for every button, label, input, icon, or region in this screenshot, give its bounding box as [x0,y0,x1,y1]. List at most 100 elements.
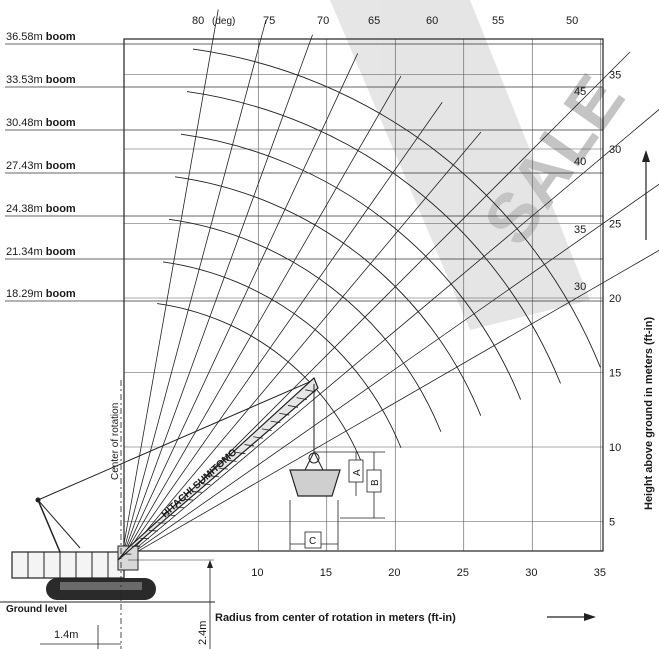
gantry-strut-2 [37,499,81,549]
radius-tick-label: 10 [251,567,263,579]
dim-b-label: B [370,479,381,486]
chart-grid [124,39,603,551]
dim-c-box [304,531,322,549]
boom-length-value: 21.34m [6,246,46,258]
boom-lacing-member [261,428,272,431]
boom-length-unit: boom [46,74,76,86]
boom-length-arc [174,176,482,416]
pin-offset-dimension: 1.4m [40,625,121,649]
radius-axis-title-text: Radius from center of rotation in meters… [215,612,456,624]
center-of-rotation-label: Center of rotation [110,403,121,480]
boom-angle-ray [120,131,482,562]
boom-length-unit: boom [46,31,76,43]
boom-angle-ray [120,109,659,562]
hook-block [289,469,341,497]
boom-length-unit: boom [46,203,76,215]
boom-length-unit: boom [46,288,76,300]
crane-illustration: HITACHI SUMITOMO [11,376,341,600]
dim-c-label: C [309,536,316,547]
boom-length-label: 21.34m boom [6,246,76,258]
radius-tick-label: 35 [594,567,606,579]
boom-angle-label: 50 [566,15,578,27]
boom-length-arc [180,133,522,400]
boom-lacing-member [227,459,237,462]
boom-length-value: 36.58m [6,31,46,43]
pin-height-arrowhead [207,560,213,568]
height-tick-label: 35 [609,70,621,82]
radius-tick-label: 30 [525,567,537,579]
boom-lacing-member [209,475,220,478]
radius-tick-label: 25 [457,567,469,579]
boom-length-arc [192,48,601,368]
boom-angle-ray [120,19,267,562]
boom-lacing-member [218,467,228,470]
boom-angle-unit: (deg) [212,16,235,27]
pendant-line [37,379,315,501]
counterweight [11,551,125,579]
ground-level: Ground level [0,601,215,615]
boom-length-arc [186,91,561,384]
pin-offset-label: 1.4m [54,629,78,641]
operator-cab [117,545,139,571]
boom-angle-label: 75 [263,15,275,27]
boom-length-value: 33.53m [6,74,46,86]
boom-length-unit: boom [46,160,76,172]
boom-angle-ray [120,249,659,562]
height-tick-labels: 5 10 15 20 25 30 35 [609,70,621,529]
boom-lacing-member [296,397,307,400]
height-tick-label: 15 [609,368,621,380]
pin-height-dimension: 2.4m [128,559,214,649]
boom-lacing-member [201,483,211,485]
boom-angle-ray [120,53,359,562]
center-of-rotation: Center of rotation [110,380,122,649]
boom-angle-label: 65 [368,15,380,27]
pin-height-label: 2.4m [197,621,209,645]
hook [304,451,324,471]
boom-angle-ray [120,9,219,562]
boom-length-arc [168,218,442,432]
boom-lacing-member [279,412,290,416]
boom-length-label: 33.53m boom [6,74,76,86]
boom-angle-label: 30 [574,281,586,293]
counterweight-slats [27,552,109,578]
boom-length-arcs [157,48,601,464]
boom-angle-label: 70 [317,15,329,27]
boom-angle-label: 40 [574,156,586,168]
boom-length-value: 30.48m [6,117,46,129]
boom-angle-lines [120,9,659,562]
hook-sheave [308,452,320,464]
radius-axis-title: Radius from center of rotation in meters… [215,612,596,624]
boom-length-arc [162,261,402,449]
boom-angle-label: 55 [492,15,504,27]
dim-a-label: A [352,469,363,476]
boom-lacing-member [253,436,264,439]
ground-level-label: Ground level [6,604,67,615]
radius-tick-label: 15 [320,567,332,579]
boom-length-value: 27.43m [6,160,46,172]
boom-length-label: 36.58m boom [6,31,76,43]
boom-angle-label: 80 [192,15,204,27]
plot-frame [123,38,604,552]
boom-length-unit: boom [46,246,76,258]
height-tick-label: 25 [609,219,621,231]
boom-length-value: 24.38m [6,203,46,215]
boom-angle-ray [120,34,313,562]
boom-lacing-member [244,444,255,447]
boom-angle-label: 45 [574,86,586,98]
boom-length-unit: boom [46,117,76,129]
height-tick-label: 20 [609,293,621,305]
boom-lacing-member [166,514,176,516]
boom-lacing-member [235,451,246,455]
dim-a-box [348,459,364,483]
boom-length-value: 18.29m [6,288,46,300]
boom-angle-ray [120,102,443,562]
height-tick-label: 10 [609,442,621,454]
boom-lacing-member [192,491,202,493]
boom-angle-labels: 80 75 70 65 60 55 50 45 40 35 30 (deg) [192,15,586,293]
boom-angle-ray [120,75,402,562]
boom-angle-ray [120,183,659,562]
height-axis-title-text: Height above ground in meters (ft-in) [643,317,655,510]
boom-length-label: 18.29m boom [6,288,76,300]
